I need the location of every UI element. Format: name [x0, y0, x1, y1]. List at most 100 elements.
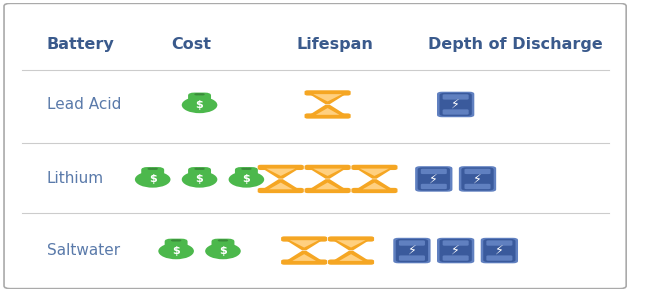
FancyBboxPatch shape — [396, 239, 428, 262]
Circle shape — [244, 168, 249, 170]
Ellipse shape — [205, 243, 241, 259]
FancyBboxPatch shape — [442, 109, 469, 115]
Polygon shape — [355, 179, 393, 190]
FancyBboxPatch shape — [442, 256, 469, 261]
FancyBboxPatch shape — [437, 92, 474, 117]
FancyBboxPatch shape — [461, 167, 493, 191]
Polygon shape — [309, 168, 346, 179]
FancyBboxPatch shape — [304, 90, 351, 95]
FancyBboxPatch shape — [439, 93, 471, 116]
Circle shape — [194, 93, 199, 95]
Ellipse shape — [182, 171, 217, 188]
FancyBboxPatch shape — [4, 3, 626, 289]
FancyBboxPatch shape — [212, 239, 234, 247]
FancyBboxPatch shape — [304, 188, 351, 193]
Polygon shape — [339, 254, 363, 261]
Text: $: $ — [149, 175, 157, 185]
Text: $: $ — [219, 246, 227, 256]
Circle shape — [148, 168, 152, 170]
FancyBboxPatch shape — [421, 169, 447, 174]
Polygon shape — [309, 179, 346, 190]
FancyBboxPatch shape — [141, 167, 164, 176]
FancyBboxPatch shape — [459, 166, 496, 192]
Polygon shape — [355, 168, 393, 179]
Text: Lithium: Lithium — [46, 171, 104, 186]
FancyBboxPatch shape — [437, 238, 474, 263]
FancyBboxPatch shape — [352, 188, 397, 193]
Ellipse shape — [158, 243, 194, 259]
Text: ⚡: ⚡ — [408, 244, 416, 257]
Polygon shape — [332, 251, 370, 261]
Text: $: $ — [172, 246, 180, 256]
FancyBboxPatch shape — [164, 239, 188, 247]
Text: Lead Acid: Lead Acid — [46, 97, 121, 112]
FancyBboxPatch shape — [304, 165, 351, 170]
Circle shape — [174, 239, 179, 241]
Polygon shape — [262, 168, 300, 179]
Polygon shape — [269, 182, 293, 189]
Polygon shape — [285, 240, 323, 250]
Polygon shape — [362, 182, 386, 189]
Polygon shape — [337, 240, 366, 248]
FancyBboxPatch shape — [281, 236, 327, 242]
Circle shape — [241, 168, 246, 170]
FancyBboxPatch shape — [399, 240, 425, 246]
FancyBboxPatch shape — [464, 169, 491, 174]
Ellipse shape — [182, 97, 217, 113]
Text: Cost: Cost — [172, 37, 212, 52]
Circle shape — [197, 168, 202, 170]
FancyBboxPatch shape — [188, 167, 211, 176]
FancyBboxPatch shape — [483, 239, 515, 262]
FancyBboxPatch shape — [421, 184, 447, 189]
Text: $: $ — [195, 175, 203, 185]
Circle shape — [150, 168, 155, 170]
Polygon shape — [360, 168, 389, 176]
Circle shape — [247, 168, 252, 170]
Text: Lifespan: Lifespan — [296, 37, 373, 52]
FancyBboxPatch shape — [415, 166, 452, 192]
FancyBboxPatch shape — [352, 165, 397, 170]
FancyBboxPatch shape — [258, 165, 304, 170]
Text: ⚡: ⚡ — [495, 244, 504, 257]
FancyBboxPatch shape — [328, 260, 374, 265]
Circle shape — [200, 168, 204, 170]
FancyBboxPatch shape — [258, 188, 304, 193]
FancyBboxPatch shape — [399, 256, 425, 261]
FancyBboxPatch shape — [486, 256, 512, 261]
Circle shape — [194, 168, 199, 170]
Text: ⚡: ⚡ — [451, 244, 460, 257]
FancyBboxPatch shape — [439, 239, 471, 262]
Circle shape — [197, 93, 202, 95]
Circle shape — [218, 239, 223, 241]
FancyBboxPatch shape — [442, 240, 469, 246]
FancyBboxPatch shape — [304, 113, 351, 119]
Polygon shape — [309, 94, 346, 104]
Circle shape — [177, 239, 181, 241]
Polygon shape — [290, 240, 319, 248]
Polygon shape — [313, 94, 342, 101]
Polygon shape — [292, 254, 316, 261]
FancyBboxPatch shape — [328, 236, 374, 242]
Text: ⚡: ⚡ — [451, 98, 460, 111]
FancyBboxPatch shape — [442, 94, 469, 100]
Circle shape — [223, 239, 228, 241]
Polygon shape — [313, 168, 342, 176]
FancyBboxPatch shape — [281, 260, 327, 265]
Text: Saltwater: Saltwater — [46, 243, 119, 258]
FancyBboxPatch shape — [486, 240, 512, 246]
Polygon shape — [266, 168, 295, 176]
Text: $: $ — [243, 175, 250, 185]
Polygon shape — [332, 240, 370, 250]
FancyBboxPatch shape — [235, 167, 258, 176]
Polygon shape — [316, 182, 339, 189]
Polygon shape — [285, 251, 323, 261]
Circle shape — [200, 93, 204, 95]
FancyBboxPatch shape — [464, 184, 491, 189]
FancyBboxPatch shape — [188, 93, 211, 101]
Text: Depth of Discharge: Depth of Discharge — [428, 37, 602, 52]
Circle shape — [153, 168, 158, 170]
Ellipse shape — [228, 171, 264, 188]
FancyBboxPatch shape — [481, 238, 518, 263]
Circle shape — [171, 239, 175, 241]
Ellipse shape — [135, 171, 170, 188]
